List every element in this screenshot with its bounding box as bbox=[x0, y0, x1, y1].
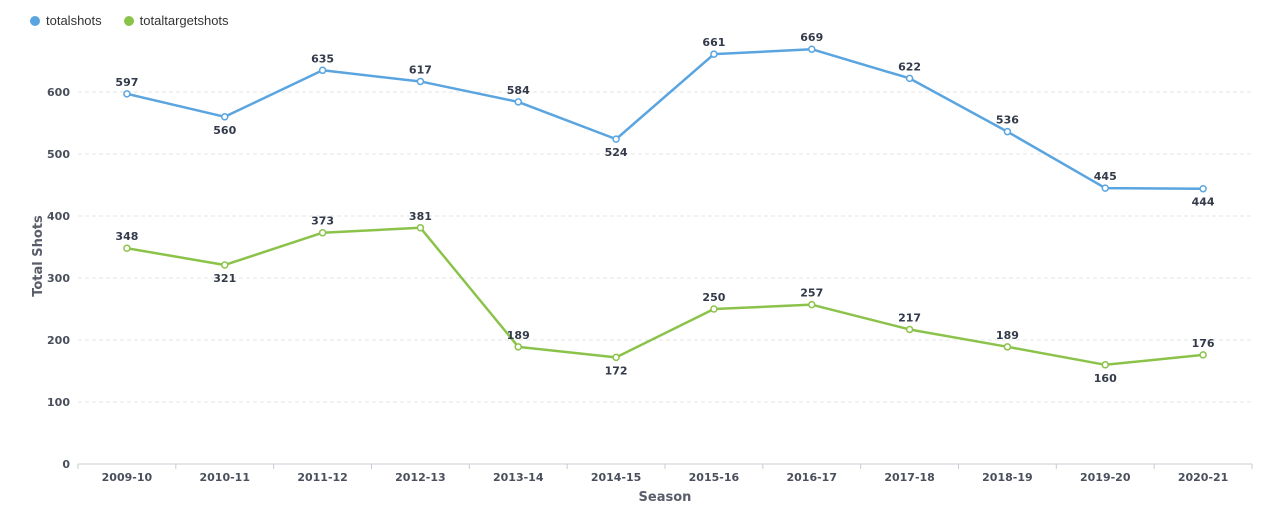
legend: totalshots totaltargetshots bbox=[30, 13, 229, 28]
data-label-totaltargetshots: 189 bbox=[507, 329, 530, 342]
legend-item-totaltargetshots[interactable]: totaltargetshots bbox=[123, 13, 229, 28]
data-point-totalshots[interactable] bbox=[905, 74, 914, 83]
data-point-totalshots[interactable] bbox=[1101, 184, 1109, 192]
data-label-totaltargetshots: 189 bbox=[996, 329, 1019, 342]
x-tick-label: 2014-15 bbox=[591, 471, 642, 484]
x-tick-label: 2017-18 bbox=[884, 471, 935, 484]
legend-label-totaltargetshots: totaltargetshots bbox=[139, 13, 229, 28]
x-tick-label: 2015-16 bbox=[689, 471, 740, 484]
x-tick-label: 2009-10 bbox=[102, 471, 153, 484]
data-point-totaltargetshots[interactable] bbox=[710, 305, 718, 313]
data-label-totaltargetshots: 381 bbox=[409, 210, 432, 223]
data-label-totaltargetshots: 176 bbox=[1192, 337, 1215, 350]
legend-item-totalshots[interactable]: totalshots bbox=[30, 13, 102, 28]
y-tick-label: 600 bbox=[47, 86, 70, 99]
legend-swatch-totaltargetshots bbox=[123, 15, 134, 26]
series-line-totalshots[interactable] bbox=[126, 47, 1204, 190]
data-point-totalshots[interactable] bbox=[416, 77, 425, 86]
x-tick-label: 2016-17 bbox=[787, 471, 838, 484]
data-label-totalshots: 584 bbox=[507, 84, 530, 97]
y-tick-label: 200 bbox=[47, 334, 70, 347]
x-tick-label: 2020-21 bbox=[1178, 471, 1229, 484]
data-point-totaltargetshots[interactable] bbox=[1101, 361, 1109, 369]
data-label-totaltargetshots: 217 bbox=[898, 311, 921, 324]
data-point-totalshots[interactable] bbox=[1199, 184, 1207, 193]
data-point-totaltargetshots[interactable] bbox=[416, 224, 425, 232]
data-point-totaltargetshots[interactable] bbox=[905, 325, 914, 334]
x-tick-label: 2013-14 bbox=[493, 471, 544, 484]
y-axis-title: Total Shots bbox=[31, 215, 46, 297]
y-tick-label: 400 bbox=[47, 210, 70, 223]
data-point-totalshots[interactable] bbox=[808, 45, 816, 53]
data-label-totalshots: 635 bbox=[311, 52, 334, 65]
data-point-totalshots[interactable] bbox=[514, 98, 522, 106]
data-point-totaltargetshots[interactable] bbox=[612, 353, 620, 362]
data-point-totaltargetshots[interactable] bbox=[221, 261, 229, 269]
data-point-totaltargetshots[interactable] bbox=[123, 244, 131, 252]
data-label-totalshots: 617 bbox=[409, 63, 432, 76]
data-label-totalshots: 622 bbox=[898, 60, 921, 73]
data-label-totalshots: 536 bbox=[996, 114, 1019, 127]
series-line-totaltargetshots[interactable] bbox=[126, 226, 1204, 367]
data-label-totalshots: 445 bbox=[1094, 170, 1117, 183]
y-tick-label: 0 bbox=[62, 458, 70, 471]
x-tick-label: 2010-11 bbox=[200, 471, 251, 484]
legend-swatch-totalshots bbox=[30, 15, 40, 26]
data-labels: 597 560 635 617 584 524 661 669 622 536 445 444 348 3… bbox=[115, 31, 1214, 385]
x-tick-label: 2019-20 bbox=[1080, 471, 1131, 484]
axes: 0 100 200 300 400 500 600 2009-10 2010-11 2011-12… bbox=[47, 86, 1253, 484]
data-point-totalshots[interactable] bbox=[1003, 127, 1012, 136]
data-label-totalshots: 597 bbox=[115, 76, 138, 89]
data-point-totaltargetshots[interactable] bbox=[1199, 351, 1207, 359]
data-label-totaltargetshots: 257 bbox=[800, 287, 823, 300]
data-label-totaltargetshots: 348 bbox=[115, 230, 138, 243]
data-label-totaltargetshots: 160 bbox=[1094, 372, 1117, 385]
data-label-totalshots: 661 bbox=[702, 36, 725, 49]
data-point-totalshots[interactable] bbox=[123, 90, 131, 98]
x-tick-label: 2011-12 bbox=[297, 471, 348, 484]
y-tick-label: 100 bbox=[47, 396, 70, 409]
data-point-totalshots[interactable] bbox=[221, 113, 229, 121]
x-tick-label: 2018-19 bbox=[982, 471, 1033, 484]
data-label-totaltargetshots: 373 bbox=[311, 215, 334, 228]
data-label-totalshots: 669 bbox=[800, 31, 823, 44]
data-point-totalshots[interactable] bbox=[318, 66, 327, 75]
data-point-totaltargetshots[interactable] bbox=[808, 300, 816, 309]
data-label-totalshots: 444 bbox=[1192, 196, 1215, 209]
data-label-totaltargetshots: 321 bbox=[213, 272, 236, 285]
data-point-totalshots[interactable] bbox=[612, 135, 620, 143]
data-point-totaltargetshots[interactable] bbox=[318, 228, 327, 237]
x-axis-title: Season bbox=[639, 490, 692, 505]
legend-label-totalshots: totalshots bbox=[46, 13, 102, 28]
data-label-totalshots: 524 bbox=[605, 146, 628, 159]
grid-lines bbox=[78, 91, 1252, 403]
y-tick-label: 500 bbox=[47, 148, 70, 161]
data-label-totaltargetshots: 172 bbox=[605, 364, 628, 377]
data-label-totaltargetshots: 250 bbox=[702, 291, 725, 304]
data-label-totalshots: 560 bbox=[213, 124, 236, 137]
data-point-totaltargetshots[interactable] bbox=[1003, 343, 1012, 351]
data-point-totaltargetshots[interactable] bbox=[514, 343, 522, 351]
x-tick-label: 2012-13 bbox=[395, 471, 446, 484]
series bbox=[123, 45, 1207, 369]
y-tick-label: 300 bbox=[47, 272, 70, 285]
data-point-totalshots[interactable] bbox=[710, 50, 718, 58]
